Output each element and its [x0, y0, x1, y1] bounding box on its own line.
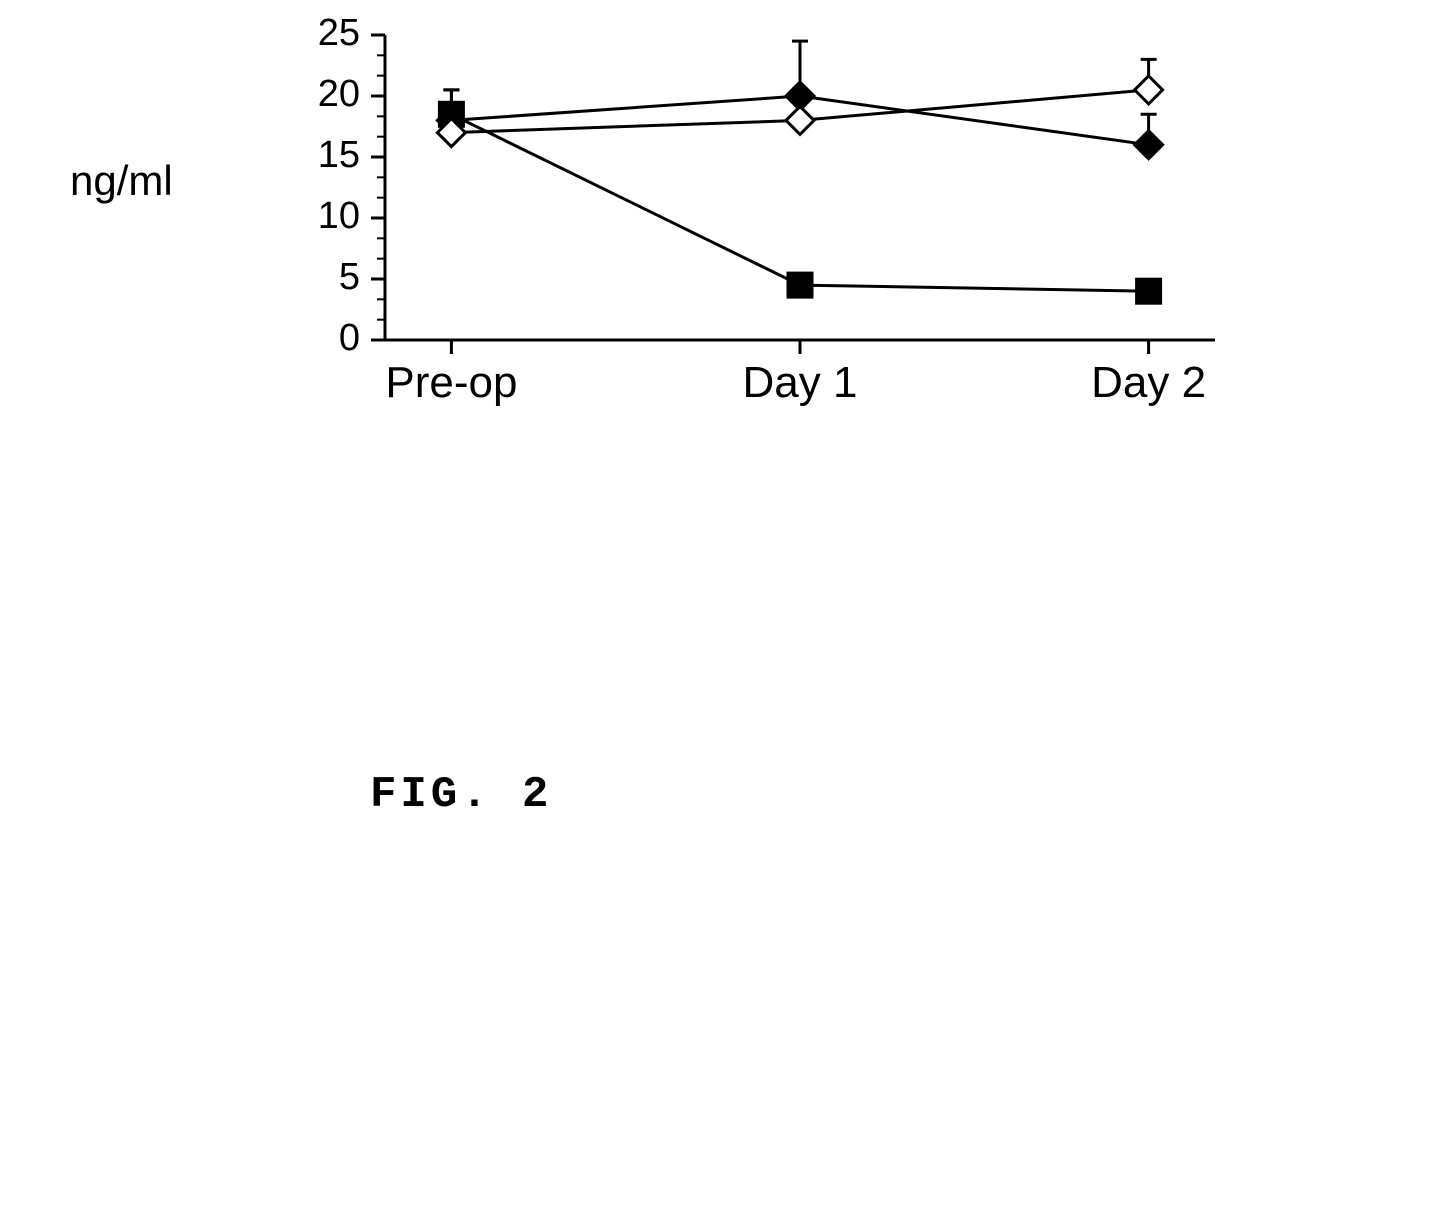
- figure-caption: FIG. 2: [370, 770, 552, 820]
- page: ng/ml 0510152025 Pre-opDay 1Day 2 FIG. 2: [0, 0, 1453, 1209]
- line-chart: [0, 0, 1453, 500]
